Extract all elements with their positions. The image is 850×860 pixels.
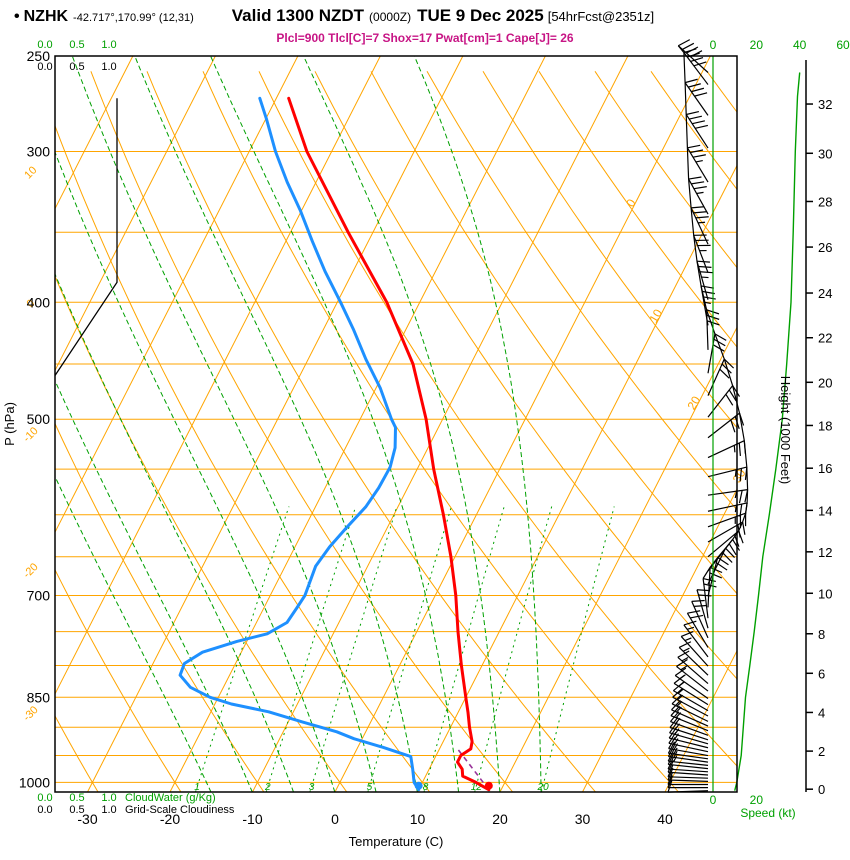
svg-text:4: 4 (818, 705, 825, 720)
svg-text:-30: -30 (21, 704, 41, 724)
svg-text:60: 60 (836, 38, 850, 52)
svg-text:40: 40 (793, 38, 807, 52)
svg-text:0: 0 (710, 38, 717, 52)
svg-text:850: 850 (27, 689, 51, 705)
svg-text:18: 18 (818, 418, 832, 433)
chart-title: • NZHK -42.717°,170.99° (12,31) Valid 13… (14, 6, 654, 26)
svg-text:500: 500 (27, 411, 51, 427)
svg-text:10: 10 (646, 306, 665, 325)
svg-text:0.5: 0.5 (69, 61, 84, 73)
svg-text:400: 400 (27, 294, 51, 310)
svg-text:6: 6 (818, 666, 825, 681)
svg-text:0.0: 0.0 (37, 61, 52, 73)
valid-utc: (0000Z) (369, 10, 412, 24)
speed-axis-label: Speed (kt) (740, 806, 795, 820)
svg-text:2: 2 (264, 782, 271, 793)
valid-date: TUE 9 Dec 2025 (417, 6, 544, 25)
svg-text:10: 10 (410, 811, 426, 827)
svg-text:16: 16 (818, 461, 832, 476)
svg-text:700: 700 (27, 588, 51, 604)
svg-text:2: 2 (818, 744, 825, 759)
svg-text:250: 250 (27, 48, 51, 64)
svg-text:1.0: 1.0 (101, 804, 116, 816)
svg-text:24: 24 (818, 286, 832, 301)
svg-text:1: 1 (194, 782, 200, 793)
forecast-reference: [54hrFcst@2351z] (547, 9, 655, 24)
svg-text:20: 20 (818, 375, 832, 390)
svg-text:30: 30 (818, 146, 832, 161)
svg-text:0: 0 (623, 196, 639, 209)
svg-text:12: 12 (471, 782, 483, 793)
wind-barbs (667, 39, 749, 793)
svg-text:-30: -30 (77, 811, 97, 827)
svg-text:10: 10 (22, 164, 39, 181)
svg-text:20: 20 (685, 393, 704, 412)
surface-temperature-dot (484, 781, 493, 790)
svg-text:12: 12 (818, 545, 832, 560)
station-code: NZHK (23, 8, 69, 25)
surface-dewpoint-dot (414, 781, 423, 790)
cloudwater-scale-label: CloudWater (g/Kg) (125, 792, 216, 804)
plot-frame (54, 55, 738, 793)
cloud-scales: 0.00.00.00.00.50.50.50.51.01.01.01.0Clou… (37, 39, 235, 816)
profiles (55, 96, 493, 792)
svg-text:20: 20 (750, 38, 764, 52)
svg-text:1.0: 1.0 (101, 792, 116, 804)
svg-text:0.5: 0.5 (69, 804, 84, 816)
temperature-curve (287, 96, 491, 792)
svg-text:30: 30 (575, 811, 591, 827)
svg-text:-10: -10 (242, 811, 262, 827)
svg-text:8: 8 (423, 782, 429, 793)
svg-text:0: 0 (331, 811, 339, 827)
svg-text:3: 3 (309, 782, 315, 793)
svg-text:300: 300 (27, 144, 51, 160)
svg-text:0.0: 0.0 (37, 39, 52, 51)
svg-text:0.0: 0.0 (37, 792, 52, 804)
dewpoint-curve (178, 96, 421, 792)
svg-text:22: 22 (818, 331, 832, 346)
svg-text:14: 14 (818, 503, 832, 518)
grid-orange (55, 56, 737, 792)
svg-text:1000: 1000 (19, 774, 50, 790)
svg-text:8: 8 (818, 627, 825, 642)
height-axis-label: Height (1000 Feet) (778, 376, 793, 484)
svg-text:0.5: 0.5 (69, 792, 84, 804)
station-bullet-icon: • (14, 8, 20, 25)
svg-text:10: 10 (818, 586, 832, 601)
svg-text:-20: -20 (160, 811, 180, 827)
pressure-axis-label: P (hPa) (2, 402, 17, 446)
valid-time: Valid 1300 NZDT (231, 6, 365, 25)
svg-text:40: 40 (657, 811, 673, 827)
svg-text:0: 0 (818, 782, 825, 797)
temperature-axis-label: Temperature (C) (349, 834, 444, 849)
cloudiness-scale-label: Grid-Scale Cloudiness (125, 804, 235, 816)
svg-text:5: 5 (367, 782, 373, 793)
svg-text:28: 28 (818, 194, 832, 209)
sounding-indices: Plcl=900 Tlcl[C]=7 Shox=17 Pwat[cm]=1 Ca… (276, 31, 574, 45)
svg-text:0: 0 (710, 793, 717, 807)
svg-text:1.0: 1.0 (101, 39, 116, 51)
svg-text:20: 20 (492, 811, 508, 827)
svg-text:20: 20 (750, 793, 764, 807)
wind-direction-envelope (677, 45, 749, 579)
svg-text:0.0: 0.0 (37, 804, 52, 816)
wind-speed-curve (734, 72, 801, 791)
svg-text:32: 32 (818, 97, 832, 112)
svg-text:1.0: 1.0 (101, 61, 116, 73)
svg-text:30: 30 (730, 466, 749, 485)
svg-text:-20: -20 (21, 561, 41, 581)
svg-text:-10: -10 (21, 425, 41, 445)
grid-green (55, 56, 615, 792)
station-coordinates: -42.717°,170.99° (12,31) (73, 12, 194, 24)
svg-text:0.5: 0.5 (69, 39, 84, 51)
svg-text:20: 20 (537, 782, 550, 793)
cloudiness-curve (55, 98, 118, 376)
svg-text:26: 26 (818, 240, 832, 255)
